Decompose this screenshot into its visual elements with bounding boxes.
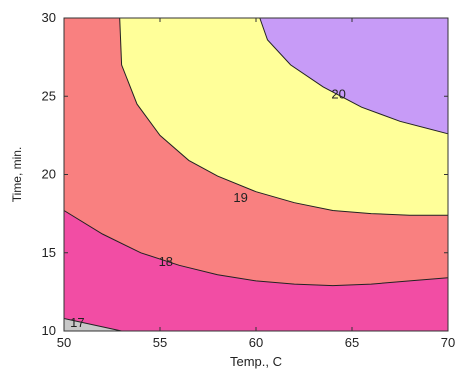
- contour-label-17: 17: [70, 315, 84, 330]
- contour-line-20: [259, 17, 449, 135]
- x-axis-label: Temp., C: [230, 354, 282, 369]
- y-tick-label: 30: [42, 10, 56, 25]
- contour-line-18: [63, 210, 449, 287]
- y-tick-label: 20: [42, 167, 56, 182]
- x-tick-label: 70: [441, 335, 455, 350]
- contour-label-20: 20: [331, 87, 345, 102]
- x-tick-label: 65: [345, 335, 359, 350]
- x-tick-label: 50: [57, 335, 71, 350]
- x-axis-ticks: 50 55 60 65 70: [57, 18, 455, 350]
- contour-line-19: [119, 17, 448, 216]
- y-tick-label: 15: [42, 245, 56, 260]
- y-tick-label: 10: [42, 323, 56, 338]
- contour-line-17: [63, 318, 122, 332]
- x-tick-label: 60: [249, 335, 263, 350]
- y-axis-label: Time, min.: [10, 147, 24, 203]
- y-tick-label: 25: [42, 88, 56, 103]
- y-axis-ticks: 10 15 20 25 30: [42, 10, 448, 338]
- region-above-20: [259, 18, 448, 134]
- x-tick-label: 55: [153, 335, 167, 350]
- contour-lines: [63, 17, 449, 332]
- contour-fill-regions: [64, 18, 448, 331]
- contour-label-19: 19: [233, 190, 247, 205]
- contour-label-18: 18: [159, 254, 173, 269]
- contour-labels: 17 18 19 20: [70, 87, 346, 331]
